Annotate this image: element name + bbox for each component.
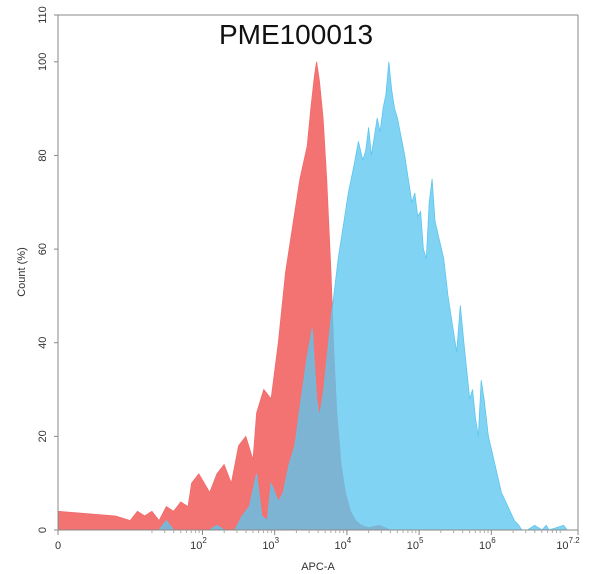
series-layer [57, 61, 578, 531]
y-tick-label: 60 [37, 243, 49, 255]
x-tick-label: 0 [55, 540, 61, 552]
x-tick-label: 107.2 [556, 536, 580, 552]
y-tick-label: 40 [37, 337, 49, 349]
y-tick-label: 100 [37, 53, 49, 71]
x-tick-label: 102 [190, 536, 207, 552]
histogram-series-2 [158, 61, 578, 531]
y-tick-label: 80 [37, 149, 49, 161]
x-tick-group: 0 102 103 104 105 106 107.2 [55, 530, 580, 552]
chart-title: PME100013 [219, 19, 373, 50]
x-axis-title: APC-A [301, 561, 335, 573]
x-tick-label: 104 [335, 536, 352, 552]
y-tick-label: 110 [37, 6, 49, 24]
y-tick-label: 0 [37, 527, 49, 533]
y-tick-label: 20 [37, 430, 49, 442]
x-tick-label: 103 [262, 536, 279, 552]
y-axis-title: Count (%) [16, 247, 28, 297]
x-tick-label: 106 [479, 536, 496, 552]
x-tick-label: 105 [407, 536, 424, 552]
y-tick-group: 0 20 40 60 80 100 110 [37, 6, 58, 533]
